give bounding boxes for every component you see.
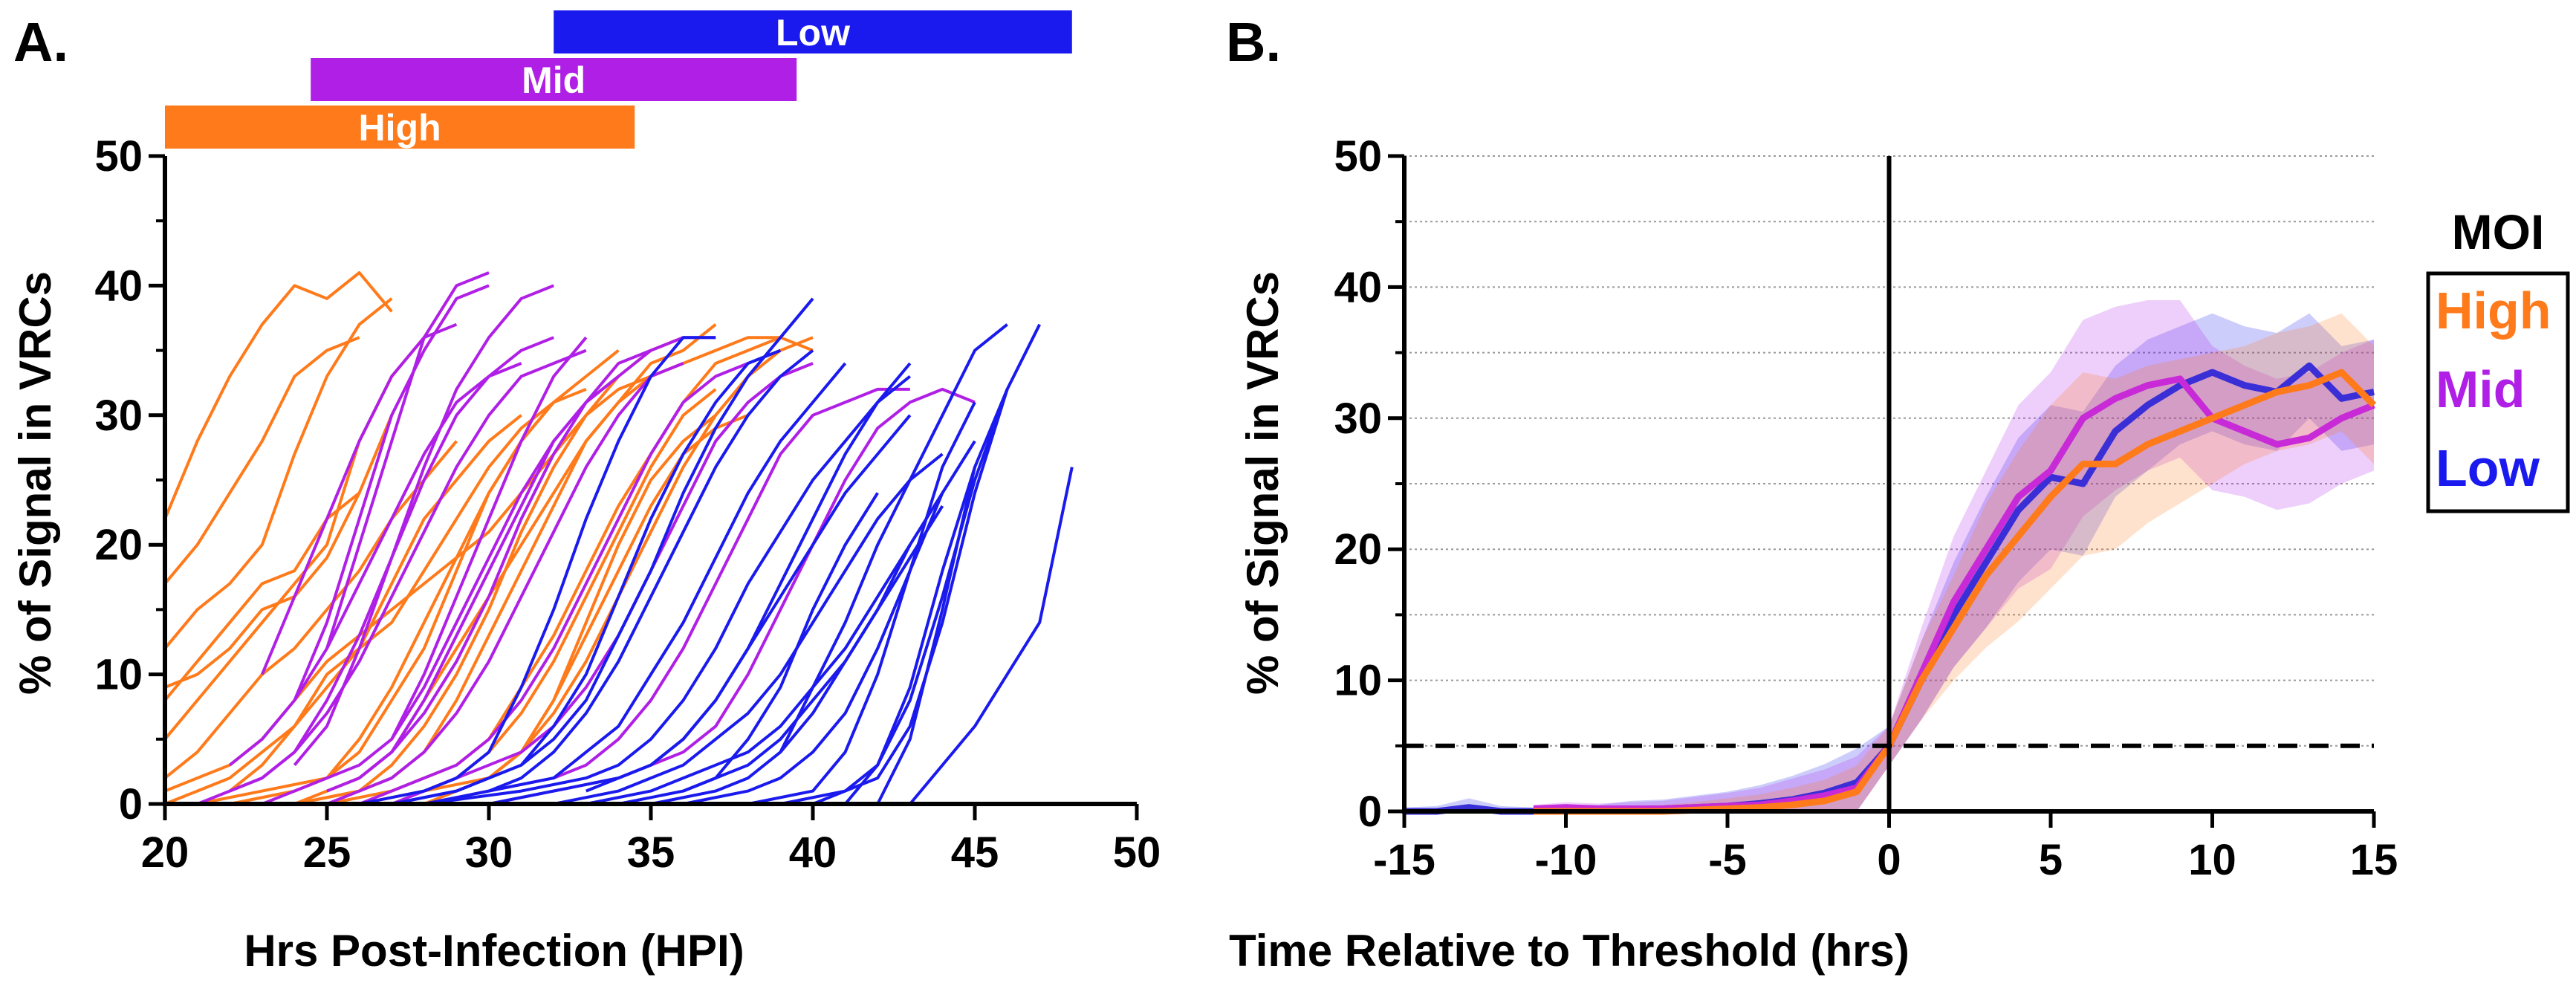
trajectory-high-5 <box>163 440 458 779</box>
range-bars: Low Mid High <box>165 10 1072 149</box>
trajectory-low-46 <box>165 492 944 805</box>
trajectory-mid-35 <box>326 348 652 793</box>
trajectory-mid-26 <box>294 362 684 805</box>
trajectory-low-42 <box>165 453 944 805</box>
panel-a-x-tick-label: 45 <box>951 828 999 877</box>
panel-a-x-tick-label: 20 <box>141 828 189 877</box>
trajectory-mid-22 <box>293 284 554 766</box>
trajectory-mid-32 <box>228 362 522 767</box>
trajectory-high-3 <box>163 491 360 701</box>
panel-b-x-tick-label: -15 <box>1373 836 1435 884</box>
legend-entry-low: Low <box>2436 439 2540 497</box>
panel-b-axes: 0 10 20 30 40 50 -15 -10 -5 0 5 10 15 <box>1334 132 2398 884</box>
panel-b-y-tick-label: 20 <box>1334 525 1382 574</box>
panel-a-x-tick-label: 40 <box>789 828 837 877</box>
error-band-low <box>1404 313 2374 811</box>
panel-a-y-axis-title: % of Signal in VRCs <box>10 271 60 695</box>
panel-a-x-tick-label: 50 <box>1113 828 1161 877</box>
panel-a-y-tick-label: 40 <box>94 262 143 310</box>
panel-b-x-tick-label: 0 <box>1877 836 1901 884</box>
panel-a-trajectories <box>163 271 1074 805</box>
panel-b-x-axis-title: Time Relative to Threshold (hrs) <box>1229 926 1910 976</box>
trajectory-mid-20 <box>325 271 490 649</box>
trajectory-high-4 <box>163 336 426 741</box>
range-bar-high <box>165 106 635 149</box>
panel-a-y-tick-label: 30 <box>94 392 143 440</box>
moi-legend: MOI High Mid Low <box>2426 204 2570 513</box>
trajectory-low-56 <box>779 323 1008 753</box>
panel-b-y-tick-label: 10 <box>1334 657 1382 705</box>
range-bar-label-mid: Mid <box>522 59 585 101</box>
trajectory-low-44 <box>165 505 944 805</box>
panel-b-x-tick-label: 5 <box>2039 836 2063 884</box>
panel-b-y-tick-label: 30 <box>1334 395 1382 443</box>
error-band-mid <box>1534 300 2374 811</box>
panel-b-x-tick-label: -5 <box>1708 836 1747 884</box>
panel-a-axes: 0 10 20 30 40 50 20 25 30 35 40 45 50 <box>94 132 1161 877</box>
trajectory-mid-33 <box>358 336 716 779</box>
trajectory-high-18 <box>487 413 749 779</box>
range-bar-label-low: Low <box>776 12 850 53</box>
range-bar-label-high: High <box>359 107 441 149</box>
legend-entry-mid: Mid <box>2436 360 2525 418</box>
trajectory-high-0 <box>163 271 393 520</box>
panel-b-y-tick-label: 0 <box>1358 788 1382 836</box>
panel-a-x-tick-label: 25 <box>303 828 351 877</box>
range-bar-mid <box>311 58 797 101</box>
trajectory-high-15 <box>228 388 587 793</box>
panel-a-x-tick-label: 30 <box>465 828 513 877</box>
panel-b-x-tick-label: 15 <box>2350 836 2398 884</box>
panel-b: B. 0 10 20 30 40 50 -15 -10 -5 0 5 10 15 Time Relati… <box>1226 11 2570 976</box>
panel-a-label: A. <box>13 11 68 73</box>
range-bar-low <box>554 10 1072 53</box>
trajectory-low-40 <box>165 374 912 805</box>
panel-a-y-tick-label: 50 <box>94 132 143 181</box>
trajectory-high-2 <box>163 297 393 649</box>
trajectory-mid-27 <box>327 362 749 805</box>
trajectory-low-43 <box>165 440 976 805</box>
trajectory-high-8 <box>197 349 620 805</box>
panel-a-x-axis-title: Hrs Post-Infection (HPI) <box>244 926 744 976</box>
panel-b-y-axis-title: % of Signal in VRCs <box>1238 271 1288 695</box>
trajectory-low-55 <box>682 492 879 793</box>
panel-a-y-tick-label: 20 <box>94 521 143 569</box>
trajectory-low-53 <box>488 349 814 793</box>
panel-a-x-tick-label: 35 <box>627 828 675 877</box>
panel-a-y-tick-label: 10 <box>94 651 143 699</box>
panel-b-label: B. <box>1226 11 1281 73</box>
trajectory-high-17 <box>164 415 394 689</box>
legend-title: MOI <box>2452 204 2545 259</box>
legend-box <box>2426 271 2570 513</box>
trajectory-low-54 <box>585 362 912 793</box>
trajectory-mid-21 <box>293 284 490 701</box>
trajectory-high-1 <box>163 336 360 585</box>
panel-b-x-tick-label: -10 <box>1535 836 1597 884</box>
trajectory-mid-29 <box>424 387 910 805</box>
panel-b-y-tick-label: 40 <box>1334 263 1382 311</box>
trajectory-low-37 <box>165 348 782 805</box>
trajectory-mid-31 <box>260 322 458 675</box>
legend-entry-high: High <box>2436 282 2551 340</box>
trajectory-mid-24 <box>196 348 587 805</box>
trajectory-mid-34 <box>390 336 588 740</box>
panel-a-y-tick-label: 0 <box>119 780 143 828</box>
trajectory-low-38 <box>165 297 814 805</box>
panel-b-x-tick-label: 10 <box>2188 836 2236 884</box>
panel-b-y-tick-label: 50 <box>1334 132 1382 181</box>
